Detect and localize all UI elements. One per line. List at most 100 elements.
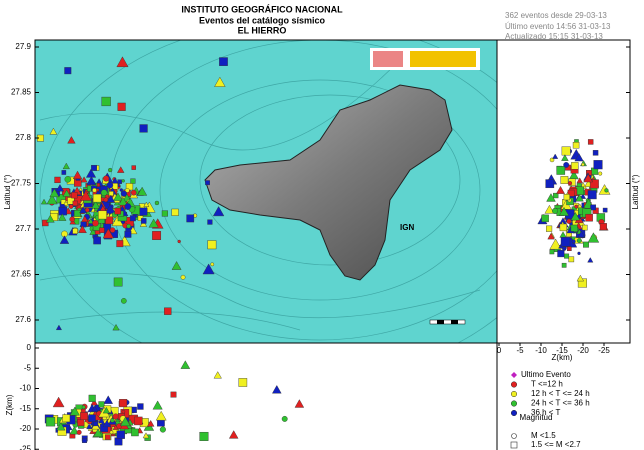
- event: [207, 240, 217, 250]
- event: [116, 56, 129, 68]
- event: [81, 405, 86, 410]
- event: [69, 426, 80, 435]
- event: [124, 203, 132, 210]
- event: [556, 185, 566, 194]
- event: [102, 419, 112, 428]
- event: [572, 141, 580, 149]
- event: [119, 188, 123, 192]
- event: [59, 235, 70, 244]
- event: [154, 200, 160, 206]
- event: [576, 274, 585, 282]
- info: Actualizado 15:15 31-03-13: [505, 32, 603, 41]
- event: [72, 228, 78, 234]
- event: [131, 428, 139, 437]
- event: [587, 257, 594, 263]
- event: [76, 429, 82, 435]
- z-tick-label: -15: [556, 346, 568, 355]
- event: [121, 179, 125, 183]
- event: [567, 189, 575, 197]
- event: [81, 437, 88, 443]
- event: [587, 139, 594, 145]
- event: [71, 192, 78, 199]
- event: [560, 237, 571, 247]
- event: [546, 225, 553, 232]
- event: [576, 238, 582, 244]
- event: [602, 207, 608, 213]
- event: [142, 432, 150, 439]
- event: [86, 176, 97, 185]
- event: [58, 206, 67, 216]
- event: [117, 166, 125, 173]
- z-tick-label: -20: [19, 424, 31, 433]
- event: [131, 165, 136, 170]
- event: [119, 399, 128, 408]
- scale-bar: [451, 320, 458, 324]
- event: [62, 189, 71, 197]
- legend-symbol: [510, 390, 518, 398]
- event: [62, 414, 71, 423]
- event: [64, 67, 72, 75]
- event: [561, 262, 567, 268]
- event: [79, 190, 92, 201]
- event: [45, 214, 55, 223]
- legend-symbol: [511, 372, 517, 378]
- event: [77, 419, 85, 427]
- event: [104, 203, 116, 214]
- event: [124, 230, 132, 238]
- event: [134, 416, 143, 426]
- event: [557, 250, 565, 258]
- event: [587, 190, 597, 200]
- event: [171, 208, 179, 216]
- event: [219, 57, 228, 66]
- legend-symbol: [510, 400, 518, 407]
- event: [545, 179, 555, 189]
- event: [105, 434, 111, 440]
- event: [202, 263, 215, 275]
- event: [46, 194, 58, 205]
- event: [49, 188, 60, 198]
- event: [54, 176, 61, 184]
- event: [64, 201, 68, 206]
- event: [566, 218, 572, 224]
- event: [549, 249, 555, 255]
- event: [92, 219, 99, 227]
- event: [103, 395, 114, 404]
- info: 362 eventos desde 29-03-13: [505, 11, 607, 20]
- event: [571, 239, 576, 244]
- event: [108, 167, 113, 173]
- event: [69, 406, 80, 416]
- event: [58, 213, 67, 221]
- legend-symbol: [510, 441, 518, 449]
- event: [102, 406, 110, 414]
- event: [116, 240, 124, 248]
- event: [98, 210, 107, 220]
- event: [62, 162, 70, 170]
- watermark: IGN: [400, 223, 414, 232]
- event: [177, 239, 181, 244]
- event: [90, 398, 98, 406]
- event: [180, 274, 186, 280]
- event: [577, 251, 581, 256]
- legend-label: 1.5 <= M <2.7: [531, 440, 581, 449]
- event: [69, 216, 76, 223]
- event: [599, 223, 607, 231]
- event: [212, 206, 225, 217]
- event: [102, 228, 114, 239]
- event: [281, 415, 288, 422]
- event: [106, 194, 116, 203]
- event: [117, 102, 126, 111]
- event: [556, 166, 566, 175]
- legend-label: 12 h < T <= 24 h: [531, 389, 590, 398]
- event: [121, 409, 126, 414]
- event: [92, 187, 97, 193]
- event: [199, 431, 209, 441]
- z-tick-label: -25: [598, 346, 610, 355]
- event: [72, 200, 78, 207]
- event: [148, 218, 159, 228]
- event: [118, 197, 128, 206]
- event: [40, 198, 48, 205]
- event: [552, 153, 559, 159]
- event: [214, 76, 226, 87]
- event: [93, 236, 101, 245]
- event: [120, 190, 127, 197]
